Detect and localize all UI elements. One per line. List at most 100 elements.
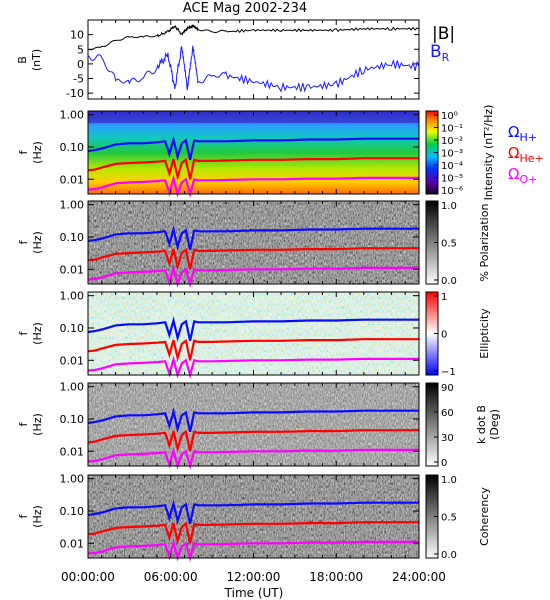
colorbar-label: k dot B xyxy=(475,405,488,444)
legend-o-plus-symbol: Ω xyxy=(508,165,519,183)
colorbar-tick-label: 0.0 xyxy=(441,276,457,287)
heatmap-ylabel: f xyxy=(17,330,30,335)
heatmap-ytick-label: 0.10 xyxy=(60,231,85,244)
panel-b-field-frame xyxy=(87,19,420,100)
heatmap-ylabel-unit: (Hz) xyxy=(31,505,44,528)
colorbar-tick-label: 60 xyxy=(441,408,454,419)
colorbar-tick-label: 10⁻³ xyxy=(441,149,463,160)
heatmap-ytick-label: 0.01 xyxy=(60,354,85,367)
x-tick-label: 18:00:00 xyxy=(309,570,363,584)
heatmap-ytick-label: 0.01 xyxy=(60,263,85,276)
colorbar-tick-label: 0 xyxy=(441,458,447,469)
legend-he-plus-sub: He+ xyxy=(519,152,543,165)
panel-b-field-ytick-label: -10 xyxy=(66,87,84,100)
cyclotron-line-he-plus xyxy=(87,521,419,545)
heatmap-ytick-label: 1.00 xyxy=(60,109,85,122)
heatmap-ylabel-unit: (Hz) xyxy=(31,322,44,345)
colorbar-tick-label: 10⁻² xyxy=(441,136,463,147)
legend-h-plus-sub: H+ xyxy=(519,131,537,144)
panel-b-field-ytick-label: 0 xyxy=(77,58,84,71)
cyclotron-line-o-plus xyxy=(87,174,419,199)
colorbar-tick-label: 1.0 xyxy=(441,201,457,212)
heatmap-ylabel: f xyxy=(17,239,30,244)
x-tick-label: 00:00:00 xyxy=(61,570,115,584)
heatmap-ytick-label: 1.00 xyxy=(60,290,85,303)
legend-o-plus-sub: O+ xyxy=(519,173,537,186)
cyclotron-line-h-plus xyxy=(87,499,419,525)
panel-b-field-series xyxy=(87,24,420,93)
cyclotron-line-he-plus xyxy=(87,157,419,181)
heatmap-ylabel-unit: (Hz) xyxy=(31,141,44,164)
colorbar-tick-label: 10⁻⁴ xyxy=(441,161,463,172)
heatmap-ylabel: f xyxy=(17,421,30,426)
colorbar-tick-label: 90 xyxy=(441,383,454,394)
colorbar-label: Coherency xyxy=(478,487,491,546)
x-tick-label: 06:00:00 xyxy=(144,570,198,584)
legend-h-plus-symbol: Ω xyxy=(508,123,519,141)
heatmap-ytick-label: 0.10 xyxy=(60,322,85,335)
legend-he-plus: ΩHe+ xyxy=(508,144,544,165)
cyclotron-line-h-plus xyxy=(87,135,419,161)
cyclotron-line-he-plus xyxy=(87,429,419,453)
panel-b-field-ytick-label: -5 xyxy=(73,73,84,86)
cyclotron-line-h-plus xyxy=(87,316,419,342)
panel-k-dot-b: 1.00 0.10 0.01 f (Hz) 90 60 30 0 k dot B (Deg) xyxy=(17,381,501,471)
series-bmag xyxy=(87,24,420,51)
colorbar-tick-label: 1.0 xyxy=(441,475,457,486)
cyclotron-line-o-plus xyxy=(87,446,419,471)
heatmap-ytick-label: 0.01 xyxy=(60,537,85,550)
heatmap-ytick-label: 1.00 xyxy=(60,473,85,486)
cyclotron-line-he-plus xyxy=(87,338,419,362)
colorbar-label: Intensity (nT²/Hz) xyxy=(482,105,495,201)
heatmap-ylabel: f xyxy=(17,149,30,154)
cyclotron-line-h-plus xyxy=(87,407,419,433)
heatmap-ylabel: f xyxy=(17,513,30,518)
colorbar xyxy=(425,382,439,467)
heatmap-panels: 1.000.100.01f (Hz)10⁰10⁻¹10⁻²10⁻³10⁻⁴10⁻⁵… xyxy=(17,105,501,563)
x-tick-label: 24:00:00 xyxy=(392,570,446,584)
cyclotron-line-o-plus xyxy=(87,355,419,380)
colorbar-tick-label: 10⁰ xyxy=(441,111,458,122)
heatmap-ytick-label: 0.10 xyxy=(60,413,85,426)
colorbar-label: % Polarization xyxy=(478,204,491,282)
legend-h-plus: ΩH+ xyxy=(508,123,537,144)
colorbar-tick-label: 10⁻⁶ xyxy=(441,186,463,197)
colorbar-tick-label: 0.0 xyxy=(441,550,457,561)
colorbar-tick-label: 10⁻⁵ xyxy=(441,174,463,185)
heatmap-ytick-label: 1.00 xyxy=(60,381,85,394)
panel-ellipticity: 1.00 0.10 0.01 f (Hz) 1 0 −1 Ellipticity xyxy=(17,290,491,380)
colorbar-label: Ellipticity xyxy=(478,308,491,359)
colorbar-label-unit: (Deg) xyxy=(488,409,501,440)
panel-b-field-yticks: 105 0 -5-10 xyxy=(66,29,419,100)
cyclotron-legend: ΩH+ ΩHe+ ΩO+ xyxy=(508,123,544,186)
series-br xyxy=(87,45,420,93)
heatmap-ylabel-unit: (Hz) xyxy=(31,231,44,254)
cyclotron-line-o-plus xyxy=(87,264,419,289)
heatmap-ytick-label: 0.10 xyxy=(60,505,85,518)
panel-b-field-ylabel: B xyxy=(16,56,29,64)
colorbar-tick-label: 0 xyxy=(441,330,447,341)
heatmap-ytick-label: 0.01 xyxy=(60,173,85,186)
colorbar-tick-label: 0.5 xyxy=(441,513,457,524)
cyclotron-line-o-plus xyxy=(87,538,419,563)
legend-br-main: B xyxy=(430,42,442,62)
colorbar-tick-label: 1 xyxy=(441,292,447,303)
heatmap-ylabel-unit: (Hz) xyxy=(31,413,44,436)
colorbar-tick-label: −1 xyxy=(441,367,456,378)
legend-he-plus-symbol: Ω xyxy=(508,144,519,162)
legend-o-plus: ΩO+ xyxy=(508,165,537,186)
legend-bmag: |B| xyxy=(432,24,455,44)
panel-b-field-ytick-label: 5 xyxy=(77,43,84,56)
x-tick-label: 12:00:00 xyxy=(227,570,281,584)
legend-br-sub: R xyxy=(442,51,450,64)
heatmap-ytick-label: 1.00 xyxy=(60,199,85,212)
x-axis-label: Time (UT) xyxy=(224,586,284,600)
x-axis: 00:00:00 06:00:00 12:00:00 18:00:00 24:00:00 xyxy=(61,20,446,584)
colorbar-tick-label: 30 xyxy=(441,433,454,444)
cyclotron-line-he-plus xyxy=(87,247,419,271)
panel-coherency: 1.00 0.10 0.01 f (Hz) 1.0 0.5 0.0 Coherency xyxy=(17,473,491,563)
cyclotron-line-h-plus xyxy=(87,225,419,251)
panel-b-field-ytick-label: 10 xyxy=(70,29,84,42)
